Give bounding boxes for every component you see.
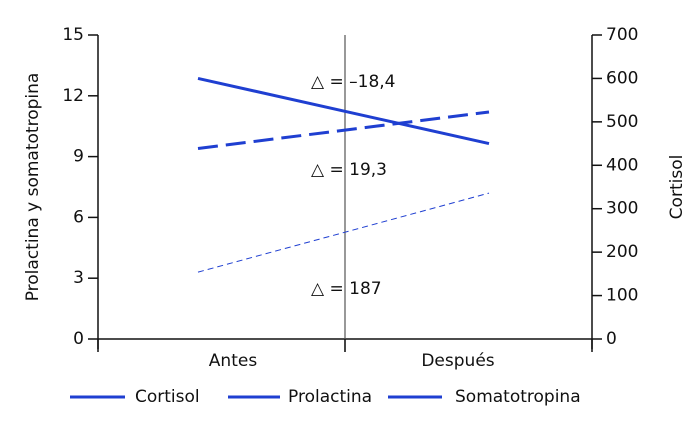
legend-label: Prolactina	[288, 387, 372, 407]
y2-tick-label: 300	[606, 199, 638, 219]
y-tick-label: 3	[73, 268, 84, 288]
y-tick-label: 0	[73, 329, 84, 349]
y2-axis-label: Cortisol	[667, 155, 687, 220]
y2-tick-label: 100	[606, 286, 638, 306]
annotation: △ = –18,4	[311, 72, 395, 92]
y2-tick-label: 600	[606, 68, 638, 88]
annotation: △ = 19,3	[311, 160, 387, 180]
y2-tick-label: 400	[606, 155, 638, 175]
x-tick-label: Antes	[209, 351, 258, 371]
y2-tick-label: 500	[606, 112, 638, 132]
y-axis-label: Prolactina y somatotropina	[23, 73, 43, 302]
legend-label: Cortisol	[135, 387, 200, 407]
series-line	[197, 110, 490, 150]
y2-tick-label: 200	[606, 242, 638, 262]
y-tick-label: 15	[62, 25, 84, 45]
x-tick-label: Después	[421, 351, 494, 371]
y2-tick-label: 700	[606, 25, 638, 45]
series-line	[197, 192, 490, 273]
series-line	[197, 76, 490, 146]
legend-label: Somatotropina	[455, 387, 581, 407]
y2-tick-label: 0	[606, 329, 617, 349]
y-tick-label: 6	[73, 207, 84, 227]
y-tick-label: 12	[62, 86, 84, 106]
y-tick-label: 9	[73, 147, 84, 167]
annotation: △ = 187	[311, 279, 382, 299]
